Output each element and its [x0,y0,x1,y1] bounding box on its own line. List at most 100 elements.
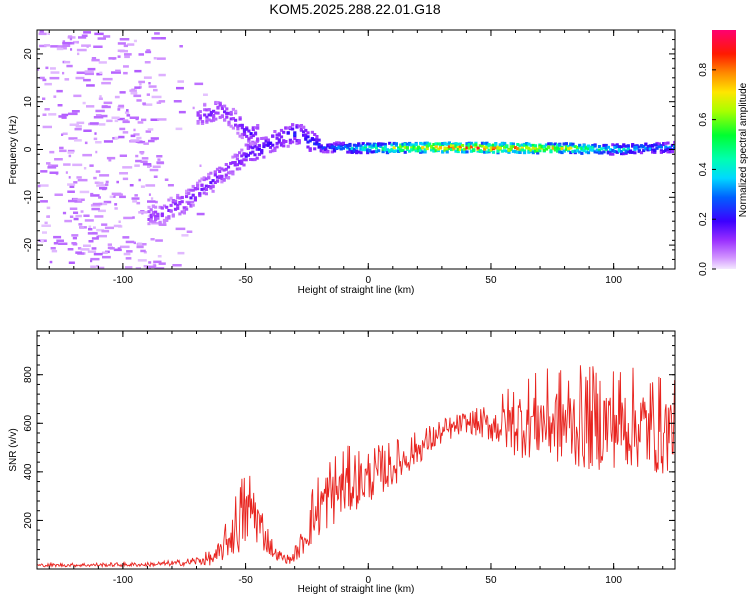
heatmap-noise-cell [77,247,82,250]
heatmap-noise-cell [129,184,134,187]
heatmap-trace-cell [657,144,661,148]
heatmap-trace-cell [670,143,674,147]
heatmap-trace-cell [335,142,339,146]
heatmap-trace-cell [432,149,436,153]
heatmap-trace-cell [339,144,343,147]
heatmap-trace-cell [257,152,261,156]
heatmap-trace-cell [644,142,648,146]
heatmap-noise-cell [66,64,73,68]
heatmap-trace-cell [363,148,368,152]
heatmap-trace-cell [491,150,496,154]
heatmap-trace-cell [286,126,290,130]
heatmap-trace-cell [189,188,193,192]
heatmap-noise-cell [76,176,82,179]
heatmap-trace-cell [284,126,288,130]
heatmap-noise-cell [59,149,67,153]
heatmap-trace-cell [531,146,535,150]
heatmap-noise-cell [47,166,57,169]
heatmap-trace-cell [487,144,491,148]
heatmap-trace-cell [368,148,372,152]
heatmap-noise-cell [75,125,82,128]
heatmap-trace-cell [361,142,365,146]
snr-series-line [37,365,675,568]
heatmap-trace-cell [602,150,606,154]
heatmap-noise-cell [131,197,140,200]
heatmap-trace-cell [483,147,487,151]
heatmap-trace-cell [584,150,588,154]
heatmap-trace-cell [500,142,504,146]
heatmap-trace-cell [556,143,560,147]
heatmap-trace-cell [642,149,646,153]
heatmap-trace-cell [472,143,476,147]
heatmap-trace-cell [178,196,182,200]
heatmap-trace-cell [324,148,328,151]
heatmap-trace-cell [511,142,515,146]
heatmap-branch-cell [216,105,220,109]
heatmap-noise-cell [83,129,92,132]
heatmap-trace-cell [297,124,301,128]
heatmap-trace-cell [615,143,619,147]
heatmap-trace-cell [509,148,513,152]
heatmap-trace-cell [282,144,286,148]
heatmap-trace-cell [408,149,412,153]
heatmap-trace-cell [162,204,167,208]
heatmap-trace-cell [544,147,549,151]
heatmap-noise-cell [42,125,52,129]
heatmap-trace-cell [154,217,158,221]
heatmap-noise-cell [86,84,95,87]
heatmap-noise-cell [147,128,154,131]
heatmap-trace-cell [304,133,308,137]
heatmap-trace-cell [341,141,345,145]
heatmap-cells [37,30,675,269]
heatmap-trace-cell [525,146,529,150]
heatmap-trace-cell [346,143,350,147]
heatmap-noise-cell [98,202,108,206]
heatmap-trace-cell [536,148,540,152]
heatmap-trace-cell [642,144,646,148]
heatmap-trace-cell [182,210,186,214]
heatmap-noise-cell [117,108,121,111]
heatmap-trace-cell [244,143,248,147]
heatmap-trace-cell [299,127,303,131]
heatmap-branch-cell [229,112,233,116]
heatmap-trace-cell [414,147,418,151]
heatmap-noise-cell [93,252,103,256]
heatmap-noise-cell [93,45,103,48]
heatmap-trace-cell [233,153,237,157]
heatmap-trace-cell [383,142,387,146]
heatmap-noise-cell [96,265,99,268]
heatmap-trace-cell [277,138,281,142]
heatmap-noise-cell [138,178,141,182]
heatmap-trace-cell [176,206,180,210]
heatmap-trace-cell [483,150,487,154]
heatmap-trace-cell [580,147,584,150]
heatmap-trace-cell [593,150,597,154]
snr-x-tick-label: 0 [365,575,371,586]
heatmap-trace-cell [187,201,191,205]
heatmap-noise-cell [71,110,80,113]
heatmap-noise-cell [139,83,142,86]
heatmap-noise-cell [50,71,60,74]
heatmap-noise-cell [148,85,157,88]
heatmap-noise-cell [137,121,144,124]
heatmap-noise-cell [148,82,151,85]
heatmap-noise-cell [79,226,84,229]
heatmap-trace-cell [469,145,474,149]
heatmap-trace-cell [171,199,175,202]
heatmap-trace-cell [302,133,306,137]
heatmap-noise-cell [47,164,52,167]
snr-x-tick-label: -50 [238,575,253,586]
heatmap-trace-cell [249,145,253,149]
heatmap-trace-cell [631,143,635,146]
heatmap-trace-cell [209,186,213,190]
heatmap-trace-cell [578,150,582,154]
heatmap-trace-cell [505,144,509,148]
heatmap-trace-cell [198,179,202,183]
heatmap-trace-cell [465,144,469,148]
heatmap-trace-cell [366,149,370,153]
heatmap-trace-cell [202,187,206,191]
heatmap-trace-cell [167,198,171,202]
heatmap-trace-cell [423,141,427,145]
heatmap-trace-cell [262,145,266,149]
heatmap-trace-cell [191,184,195,188]
